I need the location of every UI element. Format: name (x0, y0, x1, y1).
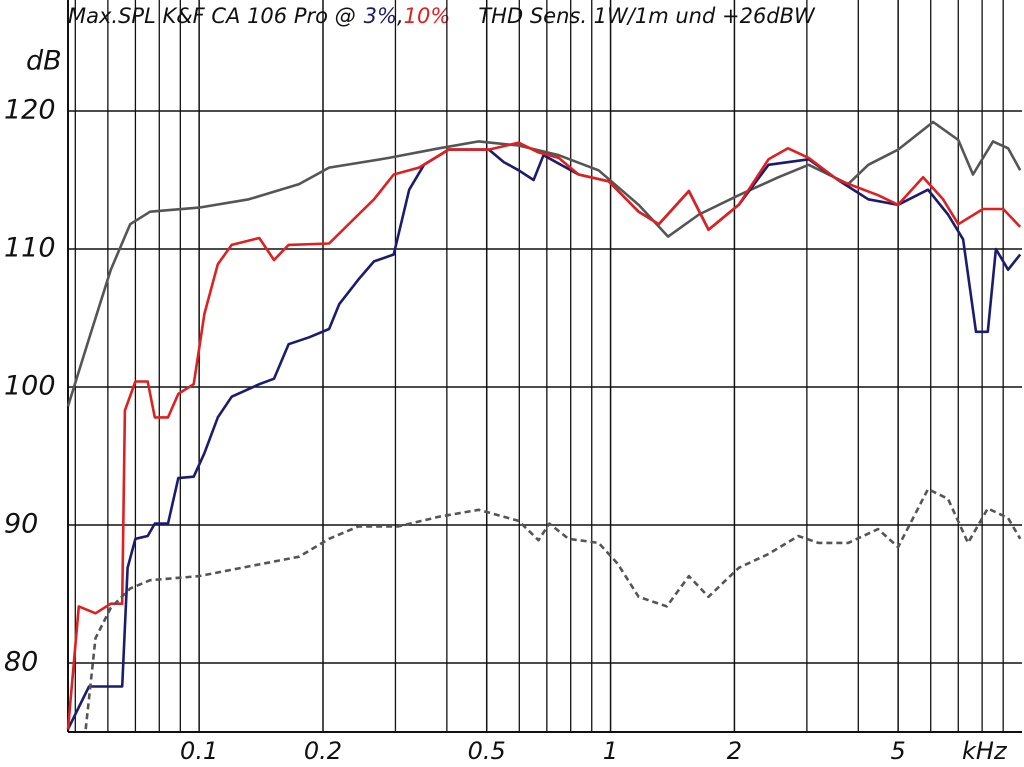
x-tick-label: 5 (891, 737, 906, 765)
plot (66, 120, 1022, 730)
title-suffix: THD Sens. 1W/1m und +26dBW (478, 4, 816, 28)
legend-entry: 10% (404, 4, 451, 28)
y-tick-label: 80 (4, 647, 38, 678)
legend-entry: 3% (364, 4, 397, 28)
title-prefix: Max.SPL K&F CA 106 Pro @ (68, 4, 356, 28)
series-line (84, 487, 1022, 730)
x-tick-label: 0.2 (304, 737, 342, 765)
y-tick-label: 100 (4, 371, 56, 402)
chart-title: Max.SPL K&F CA 106 Pro @ 3%,10% THD Sens. … (68, 4, 816, 28)
title-separator: , (397, 4, 404, 28)
y-tick-label: 110 (4, 233, 56, 264)
x-tick-label: 2 (727, 737, 742, 765)
x-tick-label: 0.1 (180, 737, 218, 765)
grid: 0.1 0.2 0.5 1 2 5 80 90 100 110 120 (4, 0, 1022, 765)
x-tick-label: 0.5 (468, 737, 506, 765)
x-axis-label: kHz (962, 737, 1008, 765)
series-line (66, 141, 1022, 730)
series-line (66, 120, 1022, 407)
y-tick-label: 120 (4, 95, 56, 126)
y-axis-label: dB (26, 46, 62, 77)
x-tick-label: 1 (603, 737, 618, 765)
y-tick-label: 90 (4, 509, 38, 540)
